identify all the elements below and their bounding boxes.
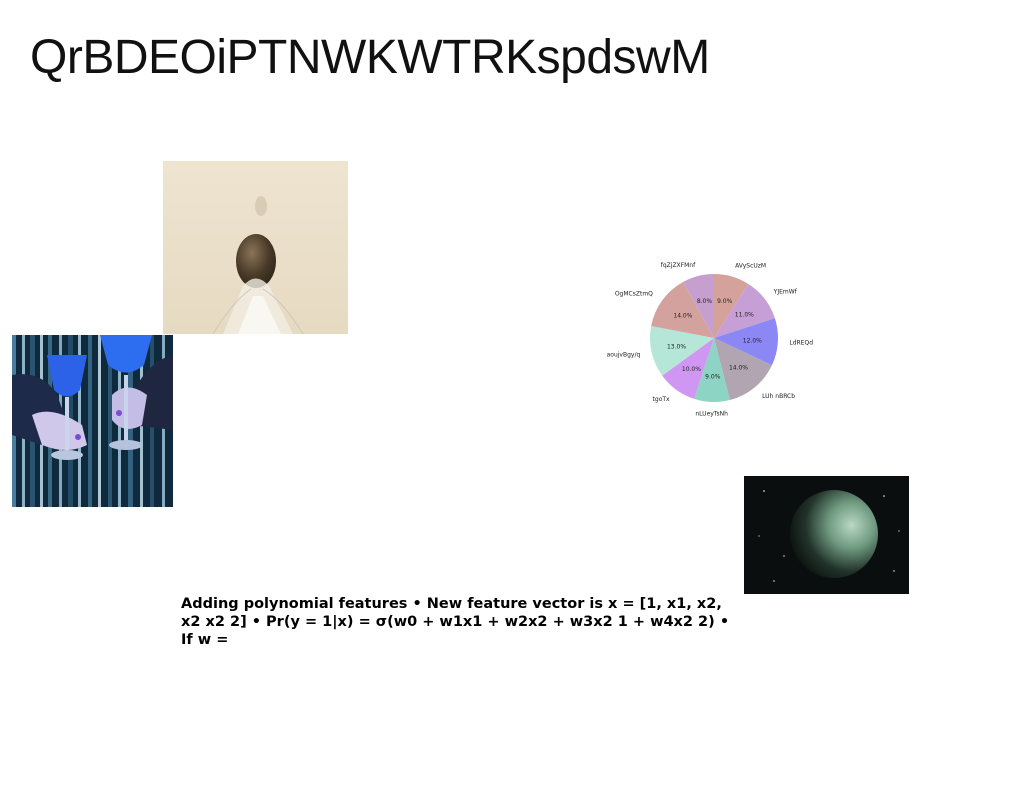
pie-category-label: nLUeyTsNh xyxy=(695,410,728,417)
pie-value-label: 11.0% xyxy=(735,311,754,318)
pie-value-label: 13.0% xyxy=(667,343,686,350)
pie-slice xyxy=(683,274,714,338)
planet-image xyxy=(744,476,909,594)
pie-value-label: 9.0% xyxy=(705,373,721,380)
pie-slice xyxy=(714,318,778,366)
pie-slice xyxy=(714,283,775,338)
pie-category-label: tgoTx xyxy=(653,396,670,403)
pie-slice xyxy=(694,338,730,402)
pie-value-label: 12.0% xyxy=(743,337,762,344)
pie-value-label: 14.0% xyxy=(673,312,692,319)
pie-chart: 9.0% AVyScUzM 11.0% YJEmWf 12.0% LdREQd 14.0% L… xyxy=(607,262,814,418)
pie-value-label: 14.0% xyxy=(729,365,748,372)
pie-category-label: LUh nBRCb xyxy=(762,393,795,400)
page-title: QrBDEOiPTNWKWTRKspdswM xyxy=(30,31,710,84)
pie-category-label: aoujvBgy/q xyxy=(607,351,641,358)
cocktail-glasses-image xyxy=(12,335,173,507)
pie-category-label: OgMCsZtmQ xyxy=(615,291,653,298)
pie-slice xyxy=(650,326,714,376)
pie-category-label: LdREQd xyxy=(789,340,813,347)
body-text: Adding polynomial features • New feature… xyxy=(181,596,730,648)
pie-value-label: 8.0% xyxy=(697,298,713,305)
egg-sculpture-image xyxy=(163,161,348,334)
pie-slice xyxy=(714,338,772,400)
pie-slice xyxy=(662,338,714,399)
pie-category-label: fqZjZXFMnf xyxy=(661,262,696,269)
pie-slice xyxy=(651,281,714,338)
pie-category-label: AVyScUzM xyxy=(735,262,766,269)
pie-slice xyxy=(714,274,749,338)
pie-category-label: YJEmWf xyxy=(773,289,798,296)
pie-value-label: 10.0% xyxy=(682,366,701,373)
pie-value-label: 9.0% xyxy=(717,298,733,305)
